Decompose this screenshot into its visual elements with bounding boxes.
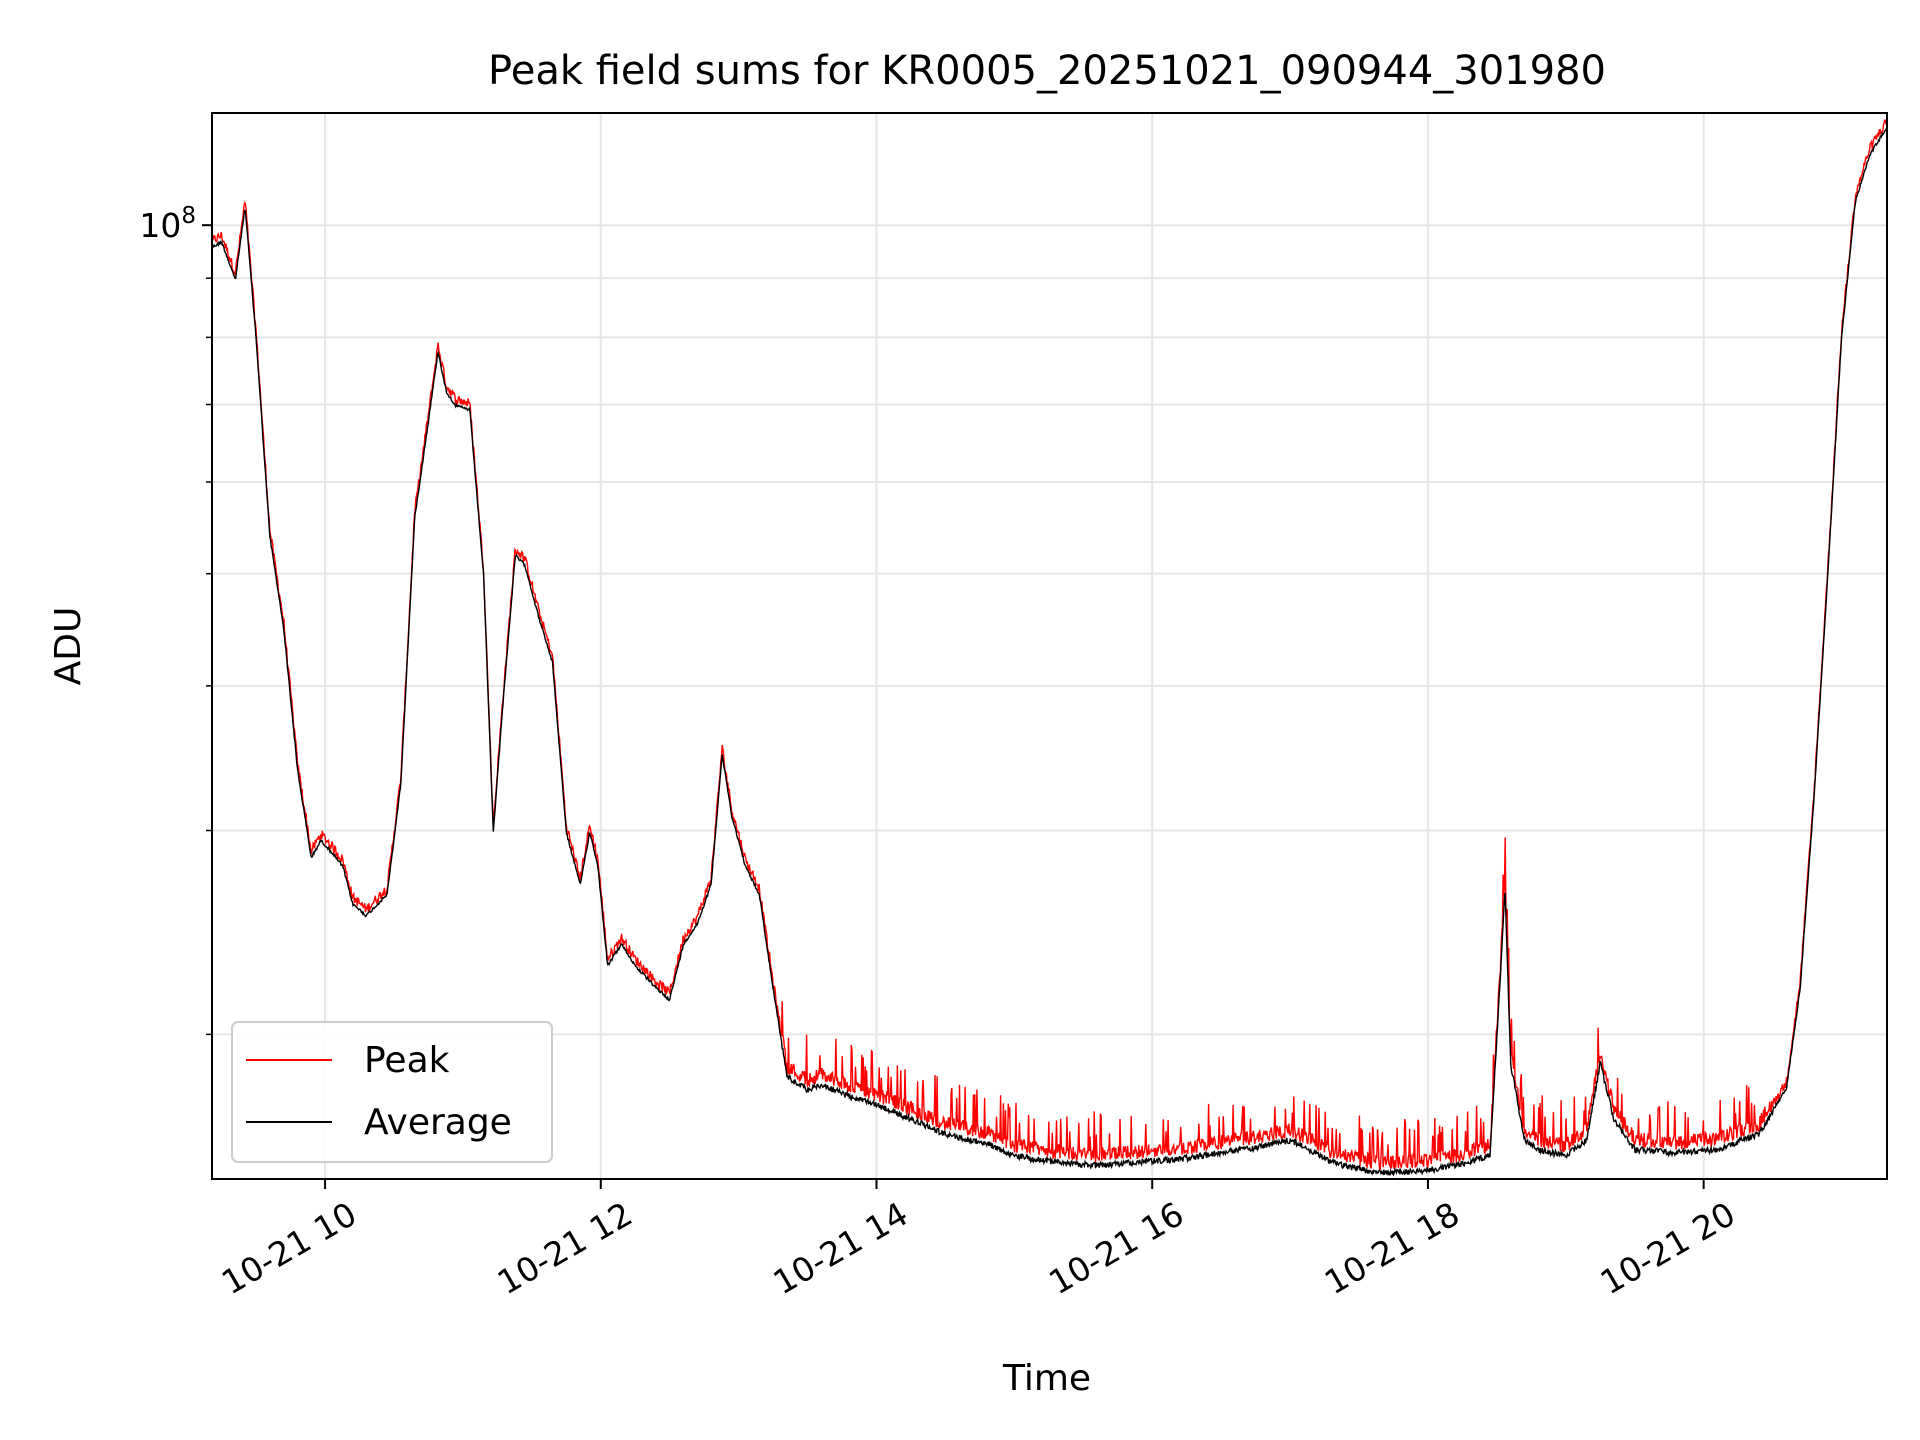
x-axis-label: Time [1002, 1358, 1091, 1399]
series-line-average [211, 126, 1888, 1177]
y-axis-label: ADU [48, 607, 89, 686]
grid [212, 113, 1887, 1179]
y-tick-label: 108 [139, 203, 196, 245]
plot-frame [211, 112, 1888, 1180]
legend-box [231, 1021, 553, 1163]
legend-label-peak: Peak [364, 1040, 450, 1081]
legend: Peak Average [231, 1021, 553, 1163]
chart-title: Peak field sums for KR0005_20251021_0909… [488, 48, 1606, 94]
y-axis: 108 [139, 203, 212, 1036]
legend-label-average: Average [364, 1102, 512, 1143]
series-group [211, 119, 1888, 1177]
